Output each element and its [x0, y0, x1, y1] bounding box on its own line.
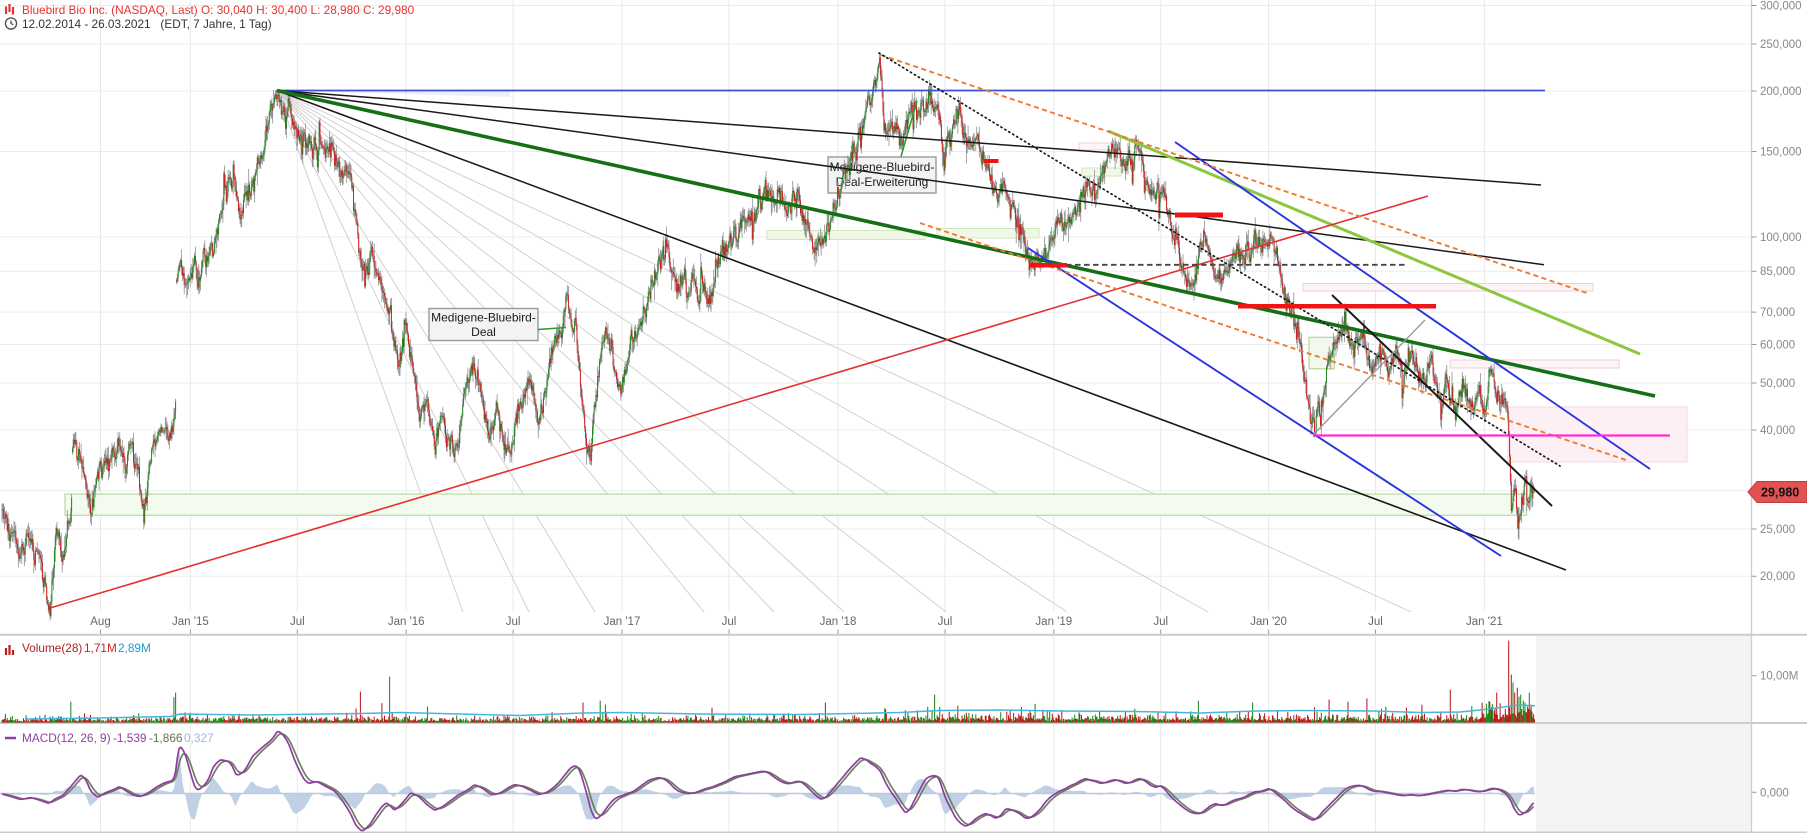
- svg-text:100,000: 100,000: [1760, 232, 1802, 244]
- svg-text:-1,539: -1,539: [113, 731, 146, 745]
- svg-text:Jul: Jul: [506, 616, 521, 628]
- svg-text:10,00M: 10,00M: [1760, 671, 1798, 683]
- svg-text:70,000: 70,000: [1760, 307, 1795, 319]
- svg-text:29,980: 29,980: [1761, 486, 1799, 500]
- svg-text:250,000: 250,000: [1760, 39, 1802, 51]
- svg-text:Bluebird Bio Inc. (NASDAQ, La: Bluebird Bio Inc. (NASDAQ, Last) O: 30,0…: [22, 3, 415, 17]
- svg-text:Jan '19: Jan '19: [1035, 616, 1072, 628]
- svg-text:Volume(28): Volume(28): [22, 641, 82, 655]
- svg-text:Medigene-Bluebird-: Medigene-Bluebird-: [431, 311, 536, 325]
- svg-text:60,000: 60,000: [1760, 340, 1795, 352]
- svg-text:0,327: 0,327: [184, 731, 214, 745]
- svg-text:300,000: 300,000: [1760, 1, 1802, 13]
- svg-text:150,000: 150,000: [1760, 147, 1802, 159]
- svg-text:12.02.2014 - 26.03.2021 (EDT: 12.02.2014 - 26.03.2021 (EDT, 7 Jahre, 1…: [22, 17, 272, 31]
- svg-text:Jan '15: Jan '15: [172, 616, 209, 628]
- svg-text:2,89M: 2,89M: [118, 641, 151, 655]
- svg-text:Jan '20: Jan '20: [1250, 616, 1287, 628]
- svg-text:25,000: 25,000: [1760, 524, 1795, 536]
- svg-text:Jan '21: Jan '21: [1466, 616, 1503, 628]
- svg-text:20,000: 20,000: [1760, 571, 1795, 583]
- svg-text:Aug: Aug: [90, 616, 110, 628]
- svg-text:Jan '18: Jan '18: [820, 616, 857, 628]
- svg-text:50,000: 50,000: [1760, 378, 1795, 390]
- svg-text:Jan '17: Jan '17: [604, 616, 641, 628]
- svg-text:Jan '16: Jan '16: [388, 616, 425, 628]
- svg-text:Deal: Deal: [471, 325, 496, 339]
- svg-text:Jul: Jul: [722, 616, 737, 628]
- svg-text:0,000: 0,000: [1760, 787, 1789, 799]
- svg-text:40,000: 40,000: [1760, 425, 1795, 437]
- svg-text:-1,866: -1,866: [149, 731, 183, 745]
- svg-text:Jul: Jul: [1153, 616, 1168, 628]
- svg-text:Jul: Jul: [938, 616, 953, 628]
- svg-text:Deal-Erweiterung: Deal-Erweiterung: [836, 175, 929, 189]
- svg-text:MACD(12, 26, 9): MACD(12, 26, 9): [22, 731, 111, 745]
- svg-text:Jul: Jul: [290, 616, 305, 628]
- svg-text:200,000: 200,000: [1760, 86, 1802, 98]
- svg-text:85,000: 85,000: [1760, 266, 1795, 278]
- svg-text:Jul: Jul: [1368, 616, 1383, 628]
- svg-text:1,71M: 1,71M: [84, 641, 117, 655]
